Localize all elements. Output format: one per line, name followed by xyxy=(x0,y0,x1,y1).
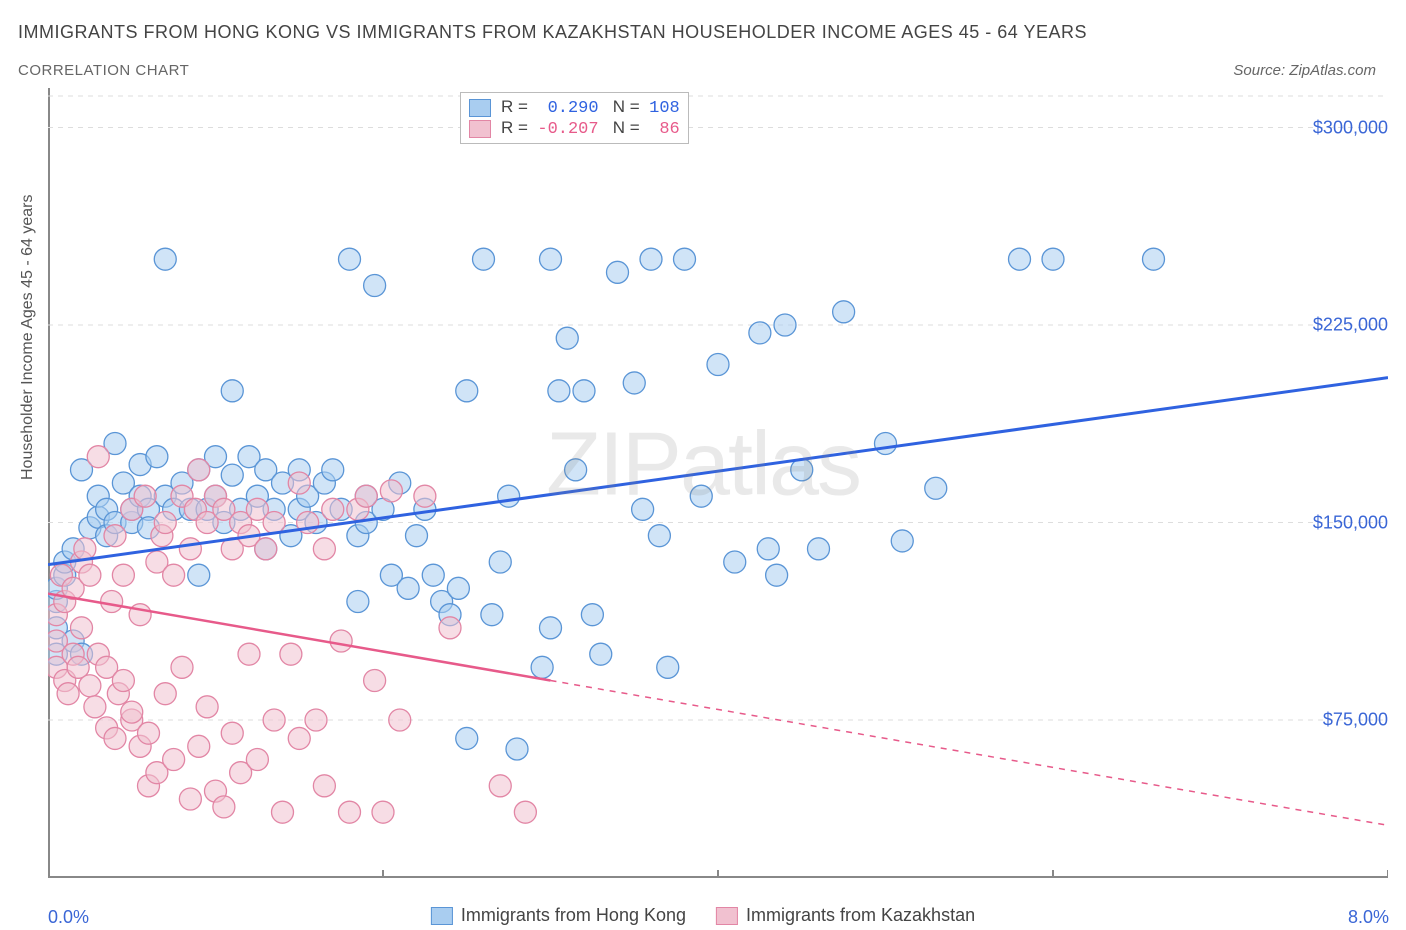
chart-source: Source: ZipAtlas.com xyxy=(1233,62,1376,79)
source-name: ZipAtlas.com xyxy=(1289,62,1376,79)
legend-item-hongkong: Immigrants from Hong Kong xyxy=(431,905,686,926)
chart-container: IMMIGRANTS FROM HONG KONG VS IMMIGRANTS … xyxy=(0,0,1406,930)
chart-subtitle: CORRELATION CHART xyxy=(18,62,189,79)
legend-item-kazakhstan: Immigrants from Kazakhstan xyxy=(716,905,975,926)
x-tick-label: 0.0% xyxy=(48,907,89,928)
legend-stat-row: R = -0.207 N = 86 xyxy=(469,118,680,139)
chart-svg xyxy=(48,88,1388,878)
y-tick-label: $75,000 xyxy=(1323,710,1388,731)
y-tick-label: $300,000 xyxy=(1313,117,1388,138)
source-prefix: Source: xyxy=(1233,62,1289,79)
legend-swatch xyxy=(469,120,491,138)
legend-swatch-hongkong xyxy=(431,907,453,925)
x-tick-label: 8.0% xyxy=(1348,907,1389,928)
correlation-legend: R = 0.290 N = 108R = -0.207 N = 86 xyxy=(460,92,689,144)
series-legend: Immigrants from Hong Kong Immigrants fro… xyxy=(431,905,975,926)
legend-stat-row: R = 0.290 N = 108 xyxy=(469,97,680,118)
chart-title: IMMIGRANTS FROM HONG KONG VS IMMIGRANTS … xyxy=(18,22,1087,43)
y-tick-label: $150,000 xyxy=(1313,512,1388,533)
y-tick-label: $225,000 xyxy=(1313,315,1388,336)
legend-swatch-kazakhstan xyxy=(716,907,738,925)
legend-swatch xyxy=(469,99,491,117)
legend-label-kazakhstan: Immigrants from Kazakhstan xyxy=(746,905,975,926)
legend-label-hongkong: Immigrants from Hong Kong xyxy=(461,905,686,926)
y-axis-label: Householder Income Ages 45 - 64 years xyxy=(19,195,37,481)
